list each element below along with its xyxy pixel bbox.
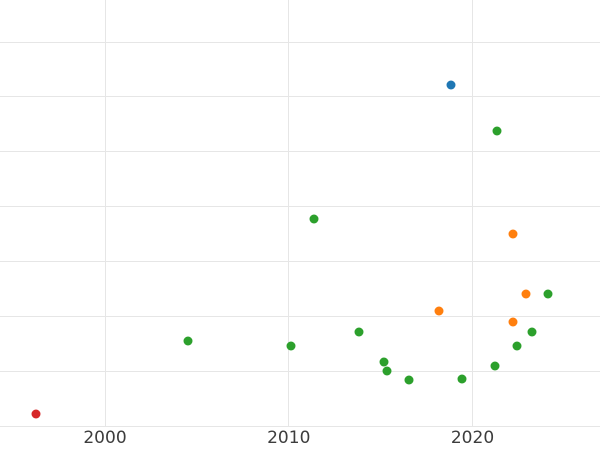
scatter-point-green — [354, 327, 364, 337]
gridline-horizontal — [0, 206, 600, 208]
gridline-vertical — [472, 0, 473, 426]
gridline-horizontal — [0, 41, 600, 43]
scatter-point-green — [286, 341, 296, 351]
gridline-horizontal — [0, 151, 600, 153]
scatter-point-green — [404, 375, 414, 385]
scatter-point-blue — [446, 80, 456, 90]
scatter-point-green — [457, 374, 467, 384]
scatter-point-green — [382, 366, 392, 376]
scatter-point-orange — [508, 317, 518, 327]
scatter-point-orange — [508, 229, 518, 239]
x-tick-label: 2000 — [83, 428, 127, 448]
scatter-point-green — [527, 327, 537, 337]
gridline-horizontal — [0, 96, 600, 98]
scatter-point-green — [492, 126, 502, 136]
gridline-horizontal — [0, 260, 600, 262]
scatter-point-green — [512, 341, 522, 351]
scatter-point-red — [31, 409, 41, 419]
scatter-point-green — [490, 361, 500, 371]
scatter-point-green — [309, 214, 319, 224]
scatter-point-orange — [434, 306, 444, 316]
gridline-vertical — [104, 0, 106, 426]
gridline-vertical — [288, 0, 290, 426]
x-tick-label: 2020 — [450, 428, 495, 448]
scatter-point-green — [543, 289, 553, 299]
scatter-point-green — [379, 357, 389, 367]
scatter-point-orange — [521, 289, 531, 299]
gridline-horizontal — [0, 315, 600, 317]
gridline-horizontal — [0, 425, 600, 427]
x-tick-label: 2010 — [267, 428, 311, 448]
scatter-point-green — [183, 336, 193, 346]
gridline-horizontal — [0, 370, 600, 372]
